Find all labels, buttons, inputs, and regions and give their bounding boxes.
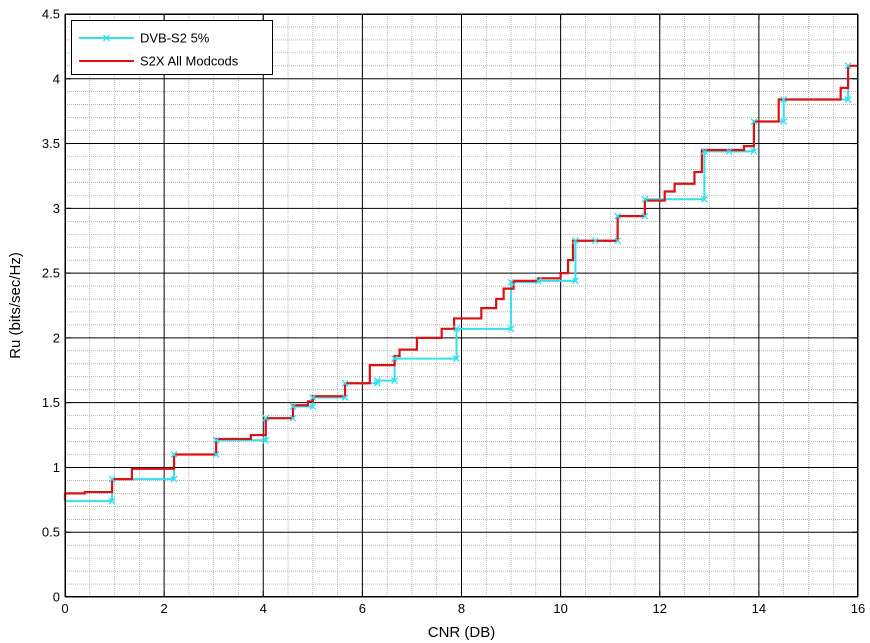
x-tick-label: 0 <box>61 601 68 616</box>
dvbs2-marker <box>641 195 649 203</box>
dvbs2-marker <box>507 325 515 333</box>
y-tick-label: 1.5 <box>42 395 60 410</box>
x-tick-label: 16 <box>851 601 865 616</box>
dvbs2-marker <box>614 237 622 245</box>
dvbs2-marker <box>341 394 349 401</box>
dvbs2-marker <box>700 147 708 155</box>
axis-ticks <box>64 13 859 598</box>
x-tick-label: 6 <box>359 601 366 616</box>
legend-label-s2x: S2X All Modcods <box>140 54 239 69</box>
y-tick-label: 0.5 <box>42 525 60 540</box>
y-tick-label: 4.5 <box>42 7 60 22</box>
dvbs2-marker <box>534 277 542 285</box>
y-axis-tick-labels: 0 0.5 1 1.5 2 2.5 3 3.5 4 4.5 <box>42 7 60 605</box>
dvbs2-marker <box>507 278 515 286</box>
y-tick-label: 4 <box>53 71 60 86</box>
dvbs2-marker <box>844 62 852 70</box>
dvbs2-marker <box>572 277 579 285</box>
dvbs2-marker <box>262 436 270 444</box>
x-tick-label: 8 <box>458 601 465 616</box>
dvbs2-marker <box>780 96 788 103</box>
y-tick-label: 3 <box>53 201 60 216</box>
legend: DVB-S2 5% S2X All Modcods <box>71 20 273 75</box>
dvbs2-marker <box>453 355 461 363</box>
dvbs2-marker <box>170 475 178 483</box>
y-tick-label: 1 <box>53 460 60 475</box>
y-tick-label: 3.5 <box>42 136 60 151</box>
legend-box <box>71 20 273 75</box>
legend-label-dvbs2: DVB-S2 5% <box>140 31 210 46</box>
legend-marker-x <box>103 34 110 42</box>
dvbs2-marker <box>844 96 852 103</box>
dvbs2-marker <box>750 118 758 125</box>
dvbs2-marker <box>453 325 461 333</box>
dvbs2-marker <box>289 414 297 422</box>
dvbs2-marker <box>373 379 381 387</box>
dvbs2-marker <box>212 436 220 444</box>
x-tick-label: 10 <box>553 601 567 616</box>
x-tick-label: 2 <box>161 601 168 616</box>
dvbs2-marker <box>780 118 788 125</box>
dvbs2-marker <box>391 355 399 363</box>
dvbs2-marker <box>700 195 708 203</box>
y-tick-label: 0 <box>53 590 60 605</box>
dvbs2-marker <box>262 414 270 422</box>
dvbs2-marker <box>309 403 317 411</box>
x-axis-title: CNR (DB) <box>428 624 496 641</box>
dvbs2-marker <box>750 147 758 155</box>
x-axis-tick-labels: 0 2 4 6 8 10 12 14 16 <box>61 601 865 616</box>
dvbs2-marker <box>391 377 399 385</box>
legend-marker-dvbs2 <box>103 34 110 42</box>
y-axis-title: Ru (bits/sec/Hz) <box>7 252 24 359</box>
dvbs2-marker <box>572 237 579 245</box>
dvbs2-markers <box>108 62 852 505</box>
dvbs2-marker <box>212 451 220 458</box>
dvbs2-marker <box>289 403 297 411</box>
dvbs2-marker <box>108 497 116 505</box>
y-tick-label: 2.5 <box>42 266 60 281</box>
x-tick-label: 14 <box>752 601 766 616</box>
series-line-s2x <box>63 64 858 502</box>
dvbs2-marker <box>373 377 381 385</box>
series-lines <box>63 64 858 503</box>
x-tick-label: 12 <box>653 601 667 616</box>
y-tick-label: 2 <box>53 330 60 345</box>
series-line-dvbs2 <box>65 65 850 503</box>
dvbs2-marker <box>108 475 116 483</box>
dvbs2-marker <box>309 394 317 401</box>
x-tick-label: 4 <box>260 601 267 616</box>
dvbs2-marker <box>725 147 733 155</box>
dvbs2-marker <box>170 451 178 458</box>
dvbs2-marker <box>614 212 622 220</box>
dvbs2-marker <box>591 237 599 245</box>
dvbs2-marker <box>641 212 649 220</box>
dvbs2-marker <box>341 379 349 387</box>
